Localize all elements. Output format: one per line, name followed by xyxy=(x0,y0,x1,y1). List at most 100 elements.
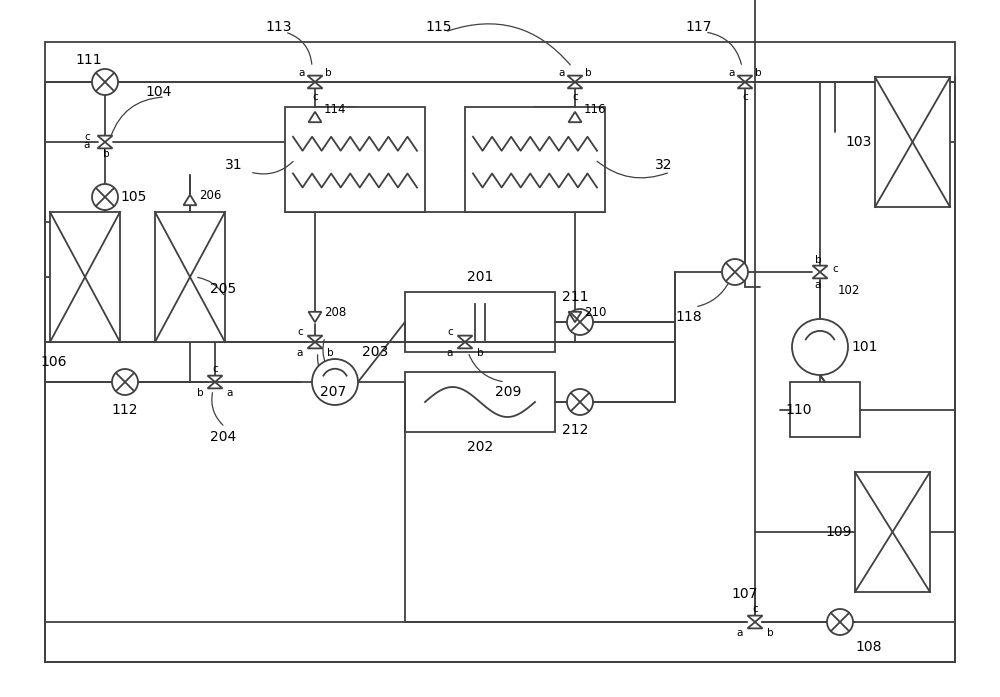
Bar xyxy=(405,292,555,352)
Text: a: a xyxy=(84,140,90,150)
Text: a: a xyxy=(297,348,303,358)
Polygon shape xyxy=(308,76,323,82)
Text: b: b xyxy=(815,255,821,265)
Circle shape xyxy=(312,359,358,405)
Text: 104: 104 xyxy=(145,85,171,99)
Polygon shape xyxy=(568,312,581,322)
Text: 31: 31 xyxy=(225,158,243,172)
Polygon shape xyxy=(184,194,197,205)
Text: b: b xyxy=(327,348,333,358)
Text: a: a xyxy=(299,68,305,78)
Text: 207: 207 xyxy=(320,385,346,399)
Polygon shape xyxy=(208,376,223,382)
Polygon shape xyxy=(747,622,762,629)
Text: b: b xyxy=(767,628,773,638)
Text: 32: 32 xyxy=(655,158,672,172)
Polygon shape xyxy=(812,266,827,272)
Text: 105: 105 xyxy=(120,190,146,204)
Text: 102: 102 xyxy=(838,284,860,296)
Text: 109: 109 xyxy=(825,525,851,539)
Text: b: b xyxy=(325,68,331,78)
Text: c: c xyxy=(212,364,218,374)
Bar xyxy=(790,382,860,437)
Text: 205: 205 xyxy=(210,282,236,296)
Text: 112: 112 xyxy=(112,403,138,417)
Text: 208: 208 xyxy=(324,305,346,319)
Text: 202: 202 xyxy=(467,440,493,454)
Text: a: a xyxy=(447,348,453,358)
Text: 201: 201 xyxy=(467,270,493,284)
Polygon shape xyxy=(567,82,582,89)
Text: 118: 118 xyxy=(675,310,702,324)
Bar xyxy=(285,107,425,212)
Circle shape xyxy=(92,69,118,95)
Bar xyxy=(155,212,225,342)
Polygon shape xyxy=(98,136,113,142)
Text: b: b xyxy=(197,388,203,398)
Polygon shape xyxy=(747,615,762,622)
Text: c: c xyxy=(84,132,90,142)
Text: a: a xyxy=(227,388,233,398)
Circle shape xyxy=(567,389,593,415)
Polygon shape xyxy=(98,142,113,148)
Text: 103: 103 xyxy=(845,135,871,149)
Text: 106: 106 xyxy=(40,355,67,369)
Text: 209: 209 xyxy=(495,385,521,399)
Text: c: c xyxy=(832,264,838,274)
Text: a: a xyxy=(559,68,565,78)
Polygon shape xyxy=(812,272,827,278)
Text: b: b xyxy=(755,68,761,78)
Circle shape xyxy=(567,309,593,335)
Text: 110: 110 xyxy=(785,402,811,417)
Text: a: a xyxy=(737,628,743,638)
Text: b: b xyxy=(103,149,109,159)
Circle shape xyxy=(792,319,848,375)
Text: c: c xyxy=(297,327,303,337)
Polygon shape xyxy=(568,112,581,122)
Text: 211: 211 xyxy=(562,290,588,304)
Text: a: a xyxy=(815,280,821,290)
Text: b: b xyxy=(477,348,483,358)
Text: 212: 212 xyxy=(562,423,588,437)
Polygon shape xyxy=(309,312,322,322)
Text: 210: 210 xyxy=(584,305,606,319)
Text: 101: 101 xyxy=(851,340,877,354)
Text: 113: 113 xyxy=(265,20,292,34)
Circle shape xyxy=(827,609,853,635)
Bar xyxy=(50,212,120,342)
Text: 204: 204 xyxy=(210,430,236,444)
Text: 116: 116 xyxy=(584,102,606,116)
Text: 111: 111 xyxy=(75,53,102,67)
Polygon shape xyxy=(308,342,323,348)
Text: a: a xyxy=(729,68,735,78)
Polygon shape xyxy=(308,82,323,89)
Bar xyxy=(405,372,555,432)
Polygon shape xyxy=(309,112,322,122)
Text: 107: 107 xyxy=(732,587,758,601)
Text: c: c xyxy=(572,92,578,102)
Text: 114: 114 xyxy=(324,102,347,116)
Bar xyxy=(465,107,605,212)
Polygon shape xyxy=(737,76,752,82)
Polygon shape xyxy=(737,82,752,89)
Circle shape xyxy=(722,259,748,285)
Text: c: c xyxy=(447,327,453,337)
Polygon shape xyxy=(567,76,582,82)
Text: 108: 108 xyxy=(855,640,881,654)
Circle shape xyxy=(92,184,118,210)
Text: 206: 206 xyxy=(199,188,221,201)
Text: c: c xyxy=(752,604,758,614)
Text: c: c xyxy=(312,92,318,102)
Polygon shape xyxy=(458,336,473,342)
Polygon shape xyxy=(308,336,323,342)
Text: c: c xyxy=(742,92,748,102)
Text: 203: 203 xyxy=(362,345,388,359)
Text: b: b xyxy=(585,68,591,78)
Text: 117: 117 xyxy=(685,20,711,34)
Bar xyxy=(875,77,950,207)
Bar xyxy=(45,42,955,662)
Polygon shape xyxy=(458,342,473,348)
Polygon shape xyxy=(208,382,223,388)
Circle shape xyxy=(112,369,138,395)
Bar xyxy=(855,472,930,592)
